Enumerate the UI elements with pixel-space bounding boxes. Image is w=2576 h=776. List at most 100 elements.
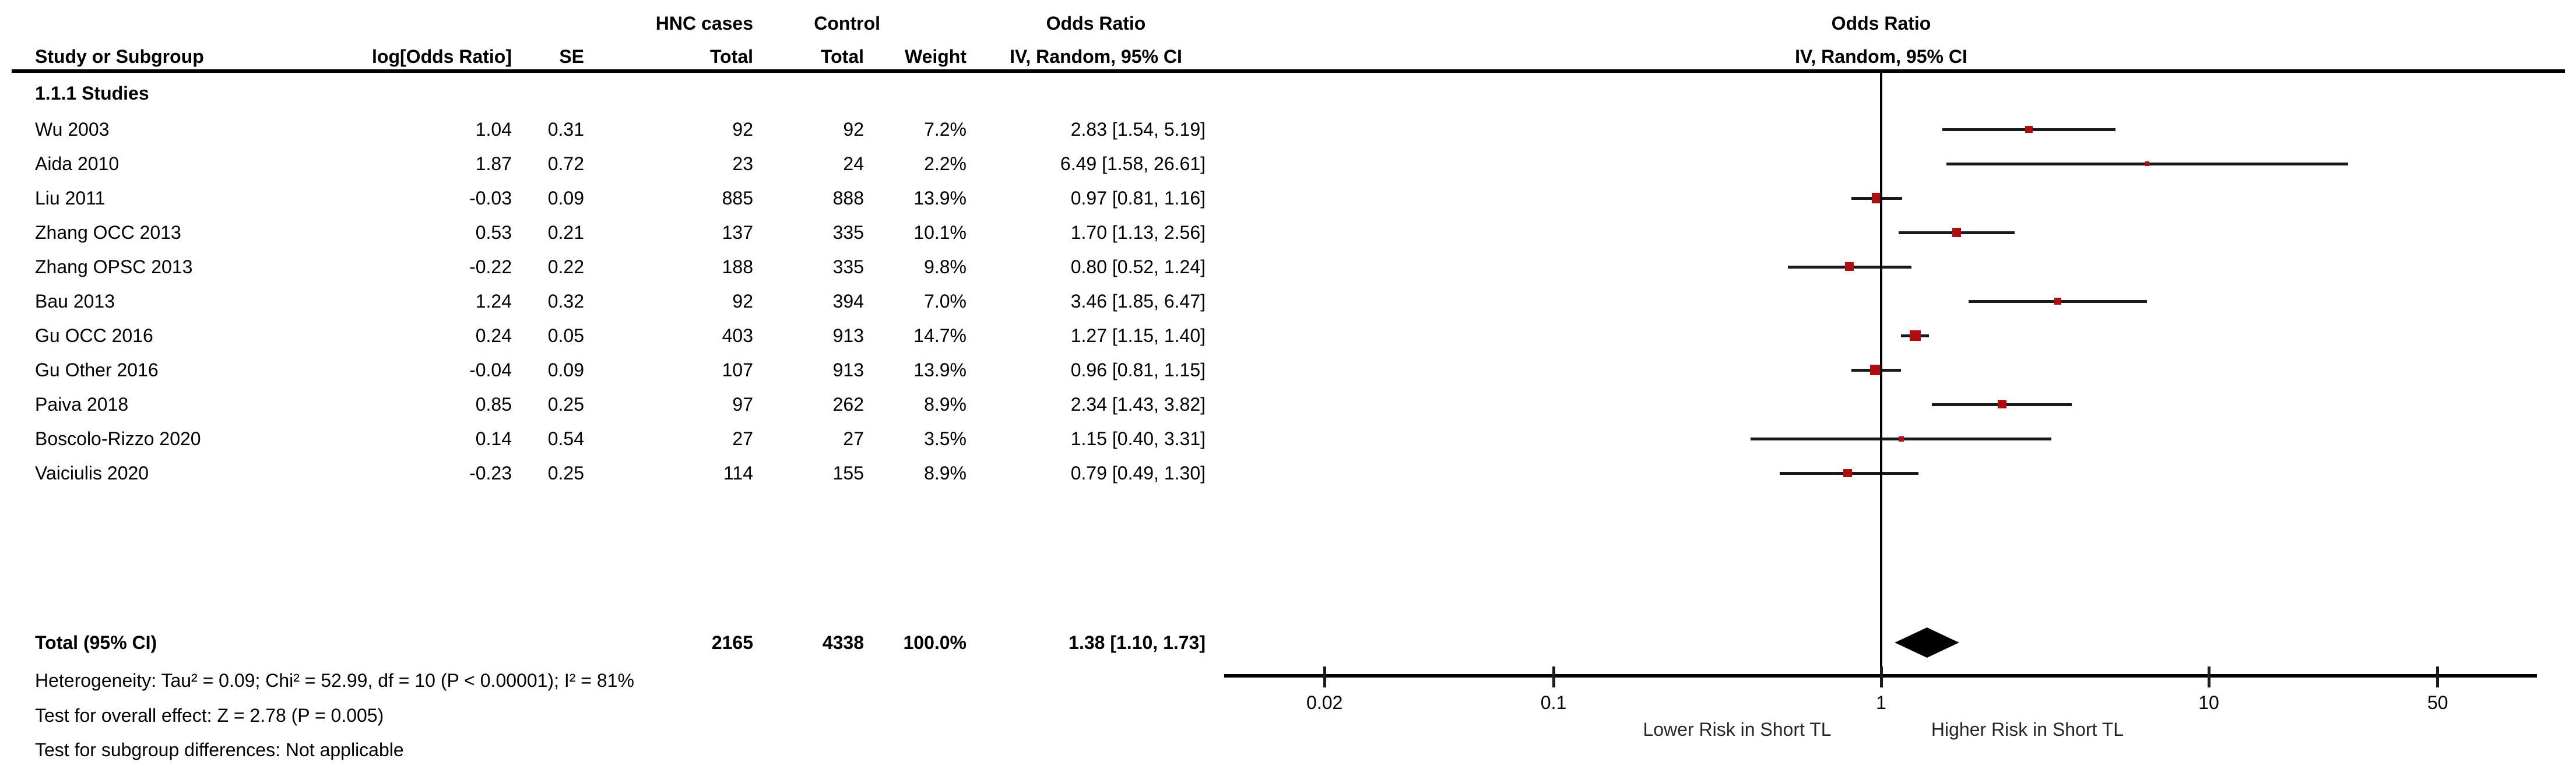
effect-square: [1952, 228, 1962, 237]
study-hnc-total: 92: [732, 119, 753, 140]
study-se: 0.22: [547, 256, 584, 277]
study-or-ci-text: 2.83 [1.54, 5.19]: [1070, 119, 1206, 140]
study-hnc-total: 27: [732, 428, 753, 449]
study-se: 0.32: [547, 291, 584, 312]
total-hnc-cases: 2165: [711, 632, 753, 653]
effect-square: [1843, 468, 1852, 478]
study-weight: 9.8%: [924, 256, 967, 277]
study-se: 0.31: [547, 119, 584, 140]
study-log-or: 0.85: [475, 394, 512, 415]
axis-label-higher-risk: Higher Risk in Short TL: [1931, 719, 2124, 740]
study-log-or: 0.53: [475, 222, 512, 243]
col-header-log-or: log[Odds Ratio]: [372, 46, 512, 67]
study-se: 0.72: [547, 153, 584, 174]
total-or-ci-text: 1.38 [1.10, 1.73]: [1069, 632, 1206, 653]
study-weight: 8.9%: [924, 463, 967, 484]
effect-square: [2054, 297, 2062, 305]
axis-tick-label: 10: [2198, 692, 2219, 713]
study-or-ci-text: 0.97 [0.81, 1.16]: [1070, 188, 1206, 209]
study-name: Bau 2013: [35, 291, 115, 312]
study-control-total: 335: [832, 256, 864, 277]
col-header-study: Study or Subgroup: [35, 46, 204, 67]
effect-square: [1910, 330, 1921, 341]
study-log-or: 1.87: [475, 153, 512, 174]
study-control-total: 92: [843, 119, 864, 140]
study-se: 0.54: [547, 428, 584, 449]
study-weight: 13.9%: [913, 359, 967, 380]
col-header-control: Control: [814, 13, 880, 34]
study-control-total: 27: [843, 428, 864, 449]
col-header-total-hnc: Total: [709, 46, 753, 67]
study-hnc-total: 188: [722, 256, 753, 277]
study-log-or: 1.04: [475, 119, 512, 140]
study-se: 0.05: [547, 325, 584, 346]
study-or-ci-text: 0.80 [0.52, 1.24]: [1070, 256, 1206, 277]
axis-tick-label: 50: [2427, 692, 2448, 713]
study-weight: 10.1%: [913, 222, 967, 243]
study-control-total: 24: [843, 153, 864, 174]
study-weight: 8.9%: [924, 394, 967, 415]
study-control-total: 913: [832, 325, 864, 346]
study-weight: 7.2%: [924, 119, 967, 140]
axis-tick-label: 0.02: [1306, 692, 1343, 713]
study-or-ci-text: 0.79 [0.49, 1.30]: [1070, 463, 1206, 484]
study-log-or: -0.04: [469, 359, 512, 380]
plot-header-iv-random: IV, Random, 95% CI: [1795, 46, 1967, 67]
effect-square: [1898, 436, 1904, 442]
study-name: Wu 2003: [35, 119, 110, 140]
col-header-se: SE: [559, 46, 584, 67]
study-name: Zhang OCC 2013: [35, 222, 181, 243]
study-control-total: 262: [832, 394, 864, 415]
total-row-label: Total (95% CI): [35, 632, 157, 653]
effect-square: [1871, 193, 1882, 203]
study-hnc-total: 114: [723, 463, 753, 484]
study-or-ci-text: 6.49 [1.58, 26.61]: [1060, 153, 1206, 174]
study-se: 0.09: [547, 188, 584, 209]
study-weight: 14.7%: [913, 325, 967, 346]
total-control: 4338: [822, 632, 864, 653]
study-hnc-total: 92: [732, 291, 753, 312]
study-or-ci-text: 0.96 [0.81, 1.15]: [1070, 359, 1206, 380]
axis-tick: [1552, 666, 1555, 687]
study-hnc-total: 885: [722, 188, 753, 209]
study-or-ci-text: 1.70 [1.13, 2.56]: [1070, 222, 1206, 243]
study-name: Vaiciulis 2020: [35, 463, 149, 484]
study-name: Gu Other 2016: [35, 359, 159, 380]
overall-effect-text: Test for overall effect: Z = 2.78 (P = 0…: [35, 705, 384, 726]
study-hnc-total: 107: [722, 359, 753, 380]
study-se: 0.25: [547, 463, 584, 484]
study-se: 0.25: [547, 394, 584, 415]
col-header-hnc-cases: HNC cases: [655, 13, 753, 34]
header-rule: [12, 69, 2565, 73]
study-or-ci-text: 1.27 [1.15, 1.40]: [1070, 325, 1206, 346]
study-log-or: -0.23: [469, 463, 512, 484]
study-control-total: 155: [832, 463, 864, 484]
study-hnc-total: 137: [722, 222, 753, 243]
axis-tick: [1323, 666, 1326, 687]
axis-tick: [1879, 666, 1883, 687]
null-effect-line: [1880, 73, 1882, 676]
effect-square: [1870, 365, 1881, 375]
effect-square: [2025, 125, 2033, 133]
study-se: 0.09: [547, 359, 584, 380]
study-control-total: 394: [832, 291, 864, 312]
study-log-or: 0.24: [475, 325, 512, 346]
study-name: Boscolo-Rizzo 2020: [35, 428, 201, 449]
study-weight: 2.2%: [924, 153, 967, 174]
subgroup-heading: 1.1.1 Studies: [35, 83, 149, 104]
study-control-total: 913: [832, 359, 864, 380]
axis-tick: [2207, 666, 2210, 687]
study-control-total: 335: [832, 222, 864, 243]
study-hnc-total: 97: [732, 394, 753, 415]
axis-tick: [2436, 666, 2440, 687]
study-se: 0.21: [547, 222, 584, 243]
col-header-total-control: Total: [820, 46, 864, 67]
study-or-ci-text: 2.34 [1.43, 3.82]: [1070, 394, 1206, 415]
study-name: Zhang OPSC 2013: [35, 256, 193, 277]
effect-square: [1998, 400, 2006, 409]
study-weight: 3.5%: [924, 428, 967, 449]
axis-label-lower-risk: Lower Risk in Short TL: [1643, 719, 1832, 740]
study-name: Gu OCC 2016: [35, 325, 153, 346]
